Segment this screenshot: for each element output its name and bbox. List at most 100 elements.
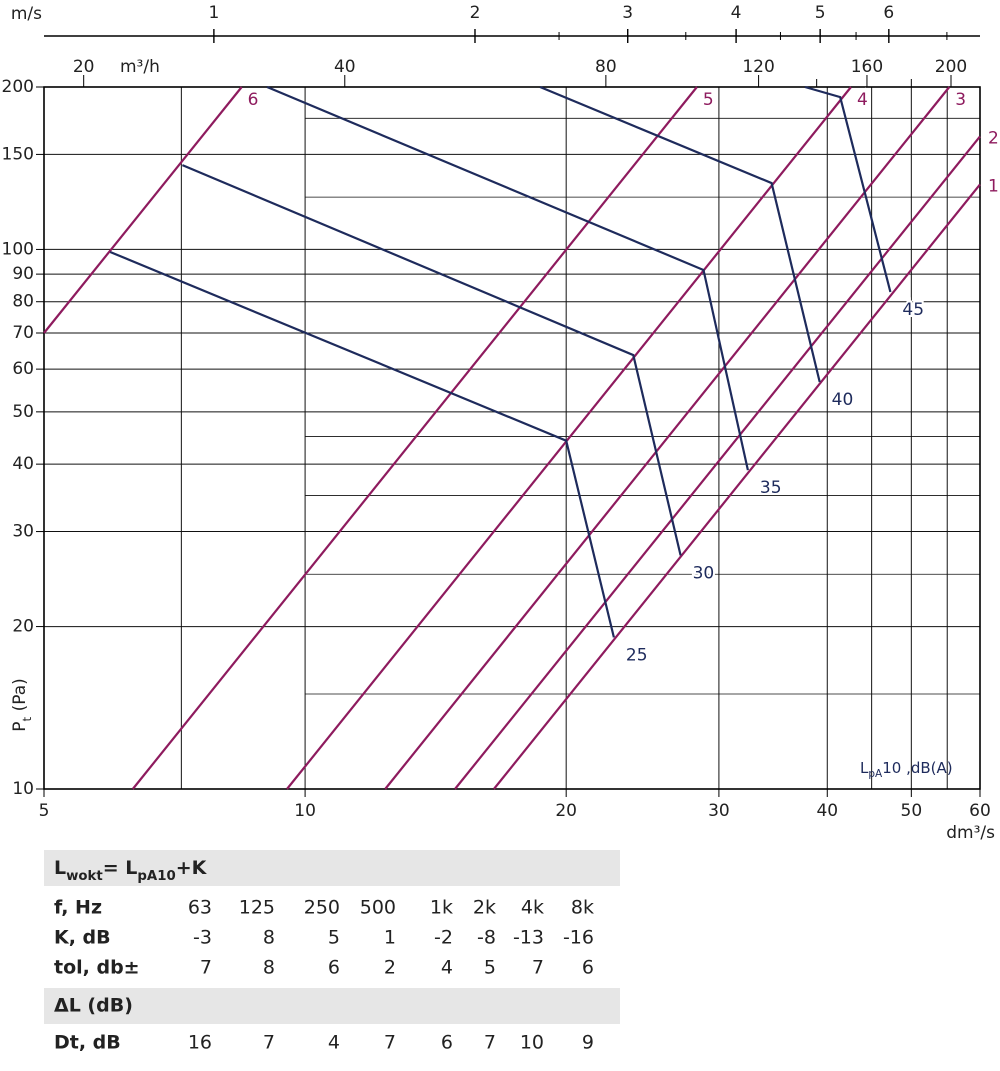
x-tick-label: 10 <box>294 801 316 821</box>
top-tick-label: 2 <box>470 3 481 23</box>
cell: 1k <box>430 897 453 919</box>
top-tick-label: 40 <box>334 57 356 77</box>
cell: 2 <box>384 957 396 979</box>
cell: 63 <box>188 897 212 919</box>
table-section-band <box>44 988 620 1024</box>
cell: -8 <box>477 927 496 949</box>
cell: 7 <box>200 957 212 979</box>
subscript: pA10 <box>137 869 175 884</box>
top-tick-label: 20 <box>73 57 95 77</box>
curve <box>266 85 749 471</box>
y-axis-label: Pt (Pa) <box>10 678 34 732</box>
x-tick-label: 5 <box>39 801 50 821</box>
row-header: K, dB <box>54 927 111 949</box>
cell: 125 <box>239 897 275 919</box>
curve-label: 6 <box>248 90 259 110</box>
cell: 7 <box>384 1032 396 1054</box>
x-tick-label: 60 <box>969 801 991 821</box>
table-title-band <box>44 850 620 886</box>
cell: 6 <box>328 957 340 979</box>
top-tick-label: 1 <box>208 3 219 23</box>
curve <box>43 86 243 334</box>
x-axis-label: dm³/s <box>946 823 995 843</box>
text-part: (Pa) <box>10 678 30 717</box>
curve <box>804 85 892 293</box>
cell: 5 <box>484 957 496 979</box>
text-part: L <box>860 759 869 777</box>
top-tick-label: 80 <box>595 57 617 77</box>
cell: 8 <box>263 957 275 979</box>
cell: 7 <box>263 1032 275 1054</box>
cell: 4k <box>521 897 544 919</box>
y-tick-label: 60 <box>12 359 34 379</box>
curve-label: 5 <box>703 90 714 110</box>
top-tick-label: 120 <box>742 57 774 77</box>
curve <box>493 183 981 790</box>
x-tick-label: 20 <box>555 801 577 821</box>
curve-label: 25 <box>626 645 648 665</box>
top-tick-label: 5 <box>815 3 826 23</box>
text-part: 10 ,dB(A) <box>882 759 952 777</box>
y-tick-label: 150 <box>2 144 34 164</box>
cell: 4 <box>441 957 453 979</box>
curve <box>454 135 981 790</box>
row-header: tol, db± <box>54 957 140 979</box>
cell: 4 <box>328 1032 340 1054</box>
cell: 5 <box>328 927 340 949</box>
top-tick-label: 3 <box>622 3 633 23</box>
cell: 10 <box>520 1032 544 1054</box>
cell: 7 <box>484 1032 496 1054</box>
table-title: Lwokt= LpA10+K <box>54 857 208 884</box>
top-tick-label: 200 <box>935 57 967 77</box>
cell: 6 <box>441 1032 453 1054</box>
cell: 16 <box>188 1032 212 1054</box>
cell: 250 <box>304 897 340 919</box>
curve-label: 40 <box>832 390 854 410</box>
cell: 6 <box>582 957 594 979</box>
cell: 8k <box>571 897 594 919</box>
y-tick-label: 80 <box>12 292 34 312</box>
curve <box>181 164 682 556</box>
y-tick-label: 50 <box>12 402 34 422</box>
cell: -13 <box>513 927 544 949</box>
curve-label: 4 <box>857 90 868 110</box>
y-tick-label: 20 <box>12 617 34 637</box>
y-tick-label: 200 <box>2 77 34 97</box>
top-tick-label: 160 <box>851 57 883 77</box>
y-tick-label: 100 <box>2 239 34 259</box>
table-section: ΔL (dB) <box>54 995 133 1017</box>
x-tick-label: 30 <box>708 801 730 821</box>
y-tick-label: 10 <box>12 779 34 799</box>
y-tick-label: 70 <box>12 323 34 343</box>
table: Lwokt= LpA10+Kf, Hz 63 125 250 500 1k 2k 4k 8kK,… <box>54 857 594 1054</box>
cell: 9 <box>582 1032 594 1054</box>
top-axis-label: m/s <box>11 4 42 24</box>
plot-frame <box>43 86 981 790</box>
top-tick-label: 6 <box>883 3 894 23</box>
curve <box>539 85 821 383</box>
curve <box>109 250 615 638</box>
curve-label: 45 <box>902 300 924 320</box>
annotation: LpA10 ,dB(A) <box>860 759 953 781</box>
curve <box>131 86 698 790</box>
x-tick-label: 40 <box>816 801 838 821</box>
x-tick-label: 50 <box>901 801 923 821</box>
text-part: L <box>54 857 66 879</box>
top-axis-label: m³/h <box>120 57 160 77</box>
text-part: = L <box>103 857 138 879</box>
cell: 8 <box>263 927 275 949</box>
curve <box>384 86 951 790</box>
top-tick-label: 4 <box>731 3 742 23</box>
subscript: pA <box>868 768 883 780</box>
curve <box>286 86 852 790</box>
cell: -3 <box>193 927 212 949</box>
curve-label: 2 <box>988 128 999 148</box>
y-tick-label: 30 <box>12 522 34 542</box>
cell: 7 <box>532 957 544 979</box>
text-part: +K <box>176 857 208 879</box>
curve-label: 1 <box>988 176 999 196</box>
cell: -2 <box>434 927 453 949</box>
row-header: f, Hz <box>54 897 102 919</box>
row-header: Dt, dB <box>54 1032 121 1054</box>
